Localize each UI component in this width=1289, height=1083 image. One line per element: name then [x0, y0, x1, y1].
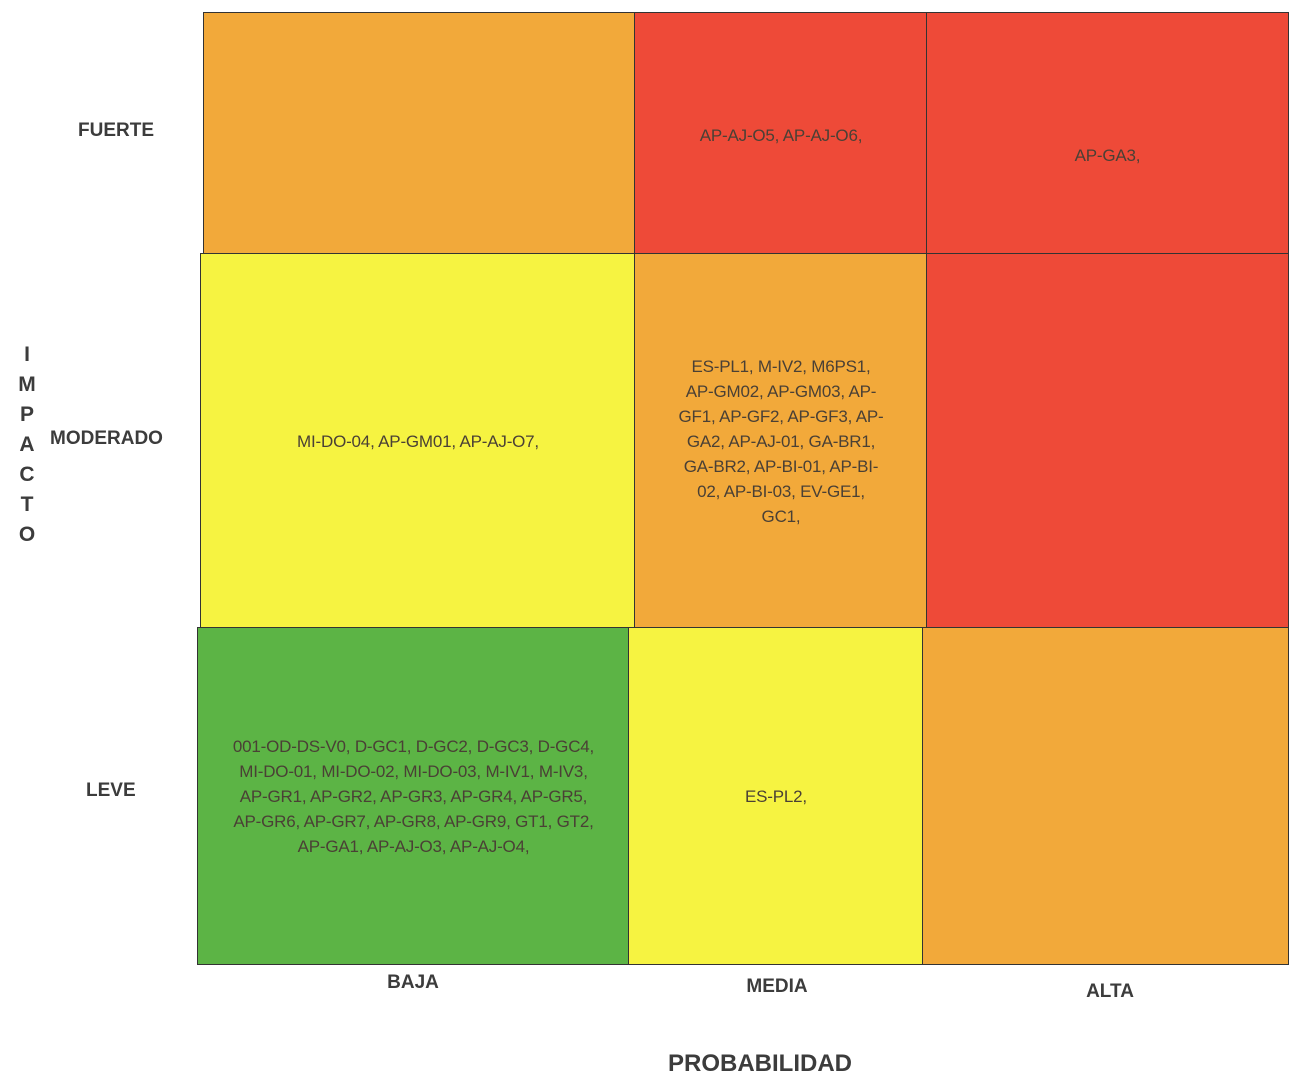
cell-moderado-baja: MI-DO-04, AP-GM01, AP-AJ-O7,	[200, 253, 636, 629]
cell-text: ES-PL1, M-IV2, M6PS1, AP-GM02, AP-GM03, …	[678, 356, 884, 526]
cell-leve-alta	[922, 627, 1289, 965]
cell-fuerte-baja	[203, 12, 636, 255]
col-label-baja: BAJA	[387, 972, 439, 993]
cell-text: ES-PL2,	[745, 786, 807, 806]
y-axis-title-letter: C	[19, 463, 35, 486]
row-label-fuerte: FUERTE	[78, 120, 154, 141]
x-axis-title: PROBABILIDAD	[668, 1050, 852, 1077]
y-axis-title-letter: M	[18, 373, 36, 396]
cell-leve-media: ES-PL2,	[628, 627, 924, 965]
y-axis-title-letter: P	[19, 403, 34, 426]
cell-moderado-media: ES-PL1, M-IV2, M6PS1, AP-GM02, AP-GM03, …	[634, 253, 928, 629]
y-axis-title-letter: O	[18, 523, 36, 546]
cell-text: AP-GA3,	[1074, 146, 1141, 165]
cell-text: AP-AJ-O5, AP-AJ-O6,	[699, 126, 863, 145]
cell-text: 001-OD-DS-V0, D-GC1, D-GC2, D-GC3, D-GC4…	[232, 736, 595, 856]
cell-moderado-alta	[926, 253, 1289, 629]
risk-matrix: AP-AJ-O5, AP-AJ-O6, AP-GA3, MI-DO-04, AP…	[197, 12, 1289, 965]
col-label-alta: ALTA	[1086, 981, 1134, 1002]
row-label-moderado: MODERADO	[50, 428, 163, 449]
cell-fuerte-alta: AP-GA3,	[926, 12, 1289, 255]
cell-text: MI-DO-04, AP-GM01, AP-AJ-O7,	[297, 431, 539, 451]
col-label-media: MEDIA	[746, 976, 808, 997]
cell-leve-baja: 001-OD-DS-V0, D-GC1, D-GC2, D-GC3, D-GC4…	[197, 627, 630, 965]
y-axis-title-letter: T	[20, 493, 34, 516]
y-axis-title-letter: A	[19, 433, 35, 456]
row-label-leve: LEVE	[86, 780, 136, 801]
cell-fuerte-media: AP-AJ-O5, AP-AJ-O6,	[634, 12, 928, 255]
y-axis-title-letter: I	[24, 343, 30, 366]
